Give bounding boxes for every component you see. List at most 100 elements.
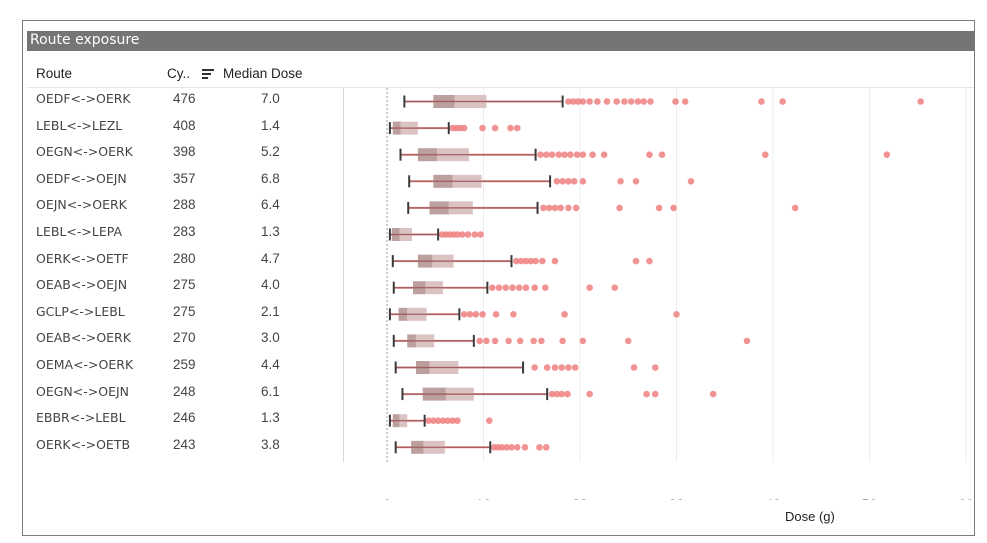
table-row[interactable]: OEGN<->OEJN 248 6.1	[23, 381, 343, 407]
outlier-point	[883, 151, 891, 158]
table-row[interactable]: OEAB<->OEJN 275 4.0	[23, 274, 343, 300]
median-cell: 6.4	[261, 197, 280, 213]
route-cell: OERK<->OETF	[36, 250, 129, 266]
outlier-point	[502, 284, 509, 291]
outlier-point	[538, 337, 545, 345]
table-row[interactable]: LEBL<->LEPA 283 1.3	[23, 221, 343, 247]
route-cell: OEDF<->OEJN	[36, 170, 127, 186]
route-cell: LEBL<->LEPA	[36, 224, 123, 239]
outlier-point	[658, 151, 666, 158]
cycles-cell: 270	[173, 330, 196, 346]
outlier-point	[530, 337, 537, 345]
outlier-point	[761, 151, 769, 158]
outlier-point	[479, 124, 486, 132]
outlier-point	[425, 417, 432, 425]
outlier-point	[471, 231, 479, 238]
median-cell: 4.4	[261, 357, 280, 372]
x-tick-label: 60	[958, 496, 972, 500]
route-cell: OEAB<->OEJN	[36, 277, 128, 293]
cycles-cell: 288	[173, 197, 196, 213]
outlier-point	[555, 151, 563, 158]
outlier-point	[513, 124, 521, 132]
outlier-point	[495, 284, 503, 291]
outlier-point	[507, 124, 514, 132]
outlier-point	[505, 337, 512, 345]
outlier-point	[509, 284, 516, 291]
outlier-point	[466, 311, 474, 318]
outlier-point	[571, 364, 579, 371]
outlier-point	[539, 257, 546, 265]
outlier-point	[548, 390, 556, 398]
outlier-point	[458, 231, 466, 238]
outlier-point	[542, 444, 550, 451]
outlier-point	[561, 311, 568, 318]
outlier-point	[553, 390, 561, 398]
median-dose-column-header[interactable]: Median Dose	[223, 66, 303, 81]
table-row[interactable]: OEDF<->OERK 476 7.0	[23, 88, 343, 114]
outlier-point	[454, 417, 461, 425]
table-row[interactable]: GCLP<->LEBL 275 2.1	[23, 301, 343, 327]
outlier-point	[537, 151, 544, 158]
table-row[interactable]: OEGN<->OERK 398 5.2	[23, 141, 343, 167]
outlier-point	[570, 178, 578, 185]
x-axis-label: Dose (g)	[785, 509, 835, 524]
outlier-point	[548, 151, 556, 158]
outlier-point	[624, 337, 632, 345]
outlier-point	[586, 390, 593, 398]
table-row[interactable]: OEJN<->OERK 288 6.4	[23, 194, 343, 220]
outlier-point	[655, 204, 663, 212]
sort-descending-icon[interactable]	[202, 69, 214, 79]
outlier-point	[536, 444, 543, 451]
table-row[interactable]: LEBL<->LEZL 408 1.4	[23, 115, 343, 141]
route-cell: LEBL<->LEZL	[36, 117, 123, 133]
outlier-point	[513, 257, 520, 265]
table-row[interactable]: OEMA<->OERK 259 4.4	[23, 354, 343, 380]
table-row[interactable]: EBBR<->LEBL 246 1.3	[23, 407, 343, 433]
outlier-point	[594, 98, 601, 105]
table-row[interactable]: OERK<->OETB 243 3.8	[23, 434, 343, 460]
outlier-point	[557, 204, 564, 212]
table-row[interactable]: OEDF<->OEJN 357 6.8	[23, 168, 343, 194]
outlier-point	[632, 257, 640, 265]
outlier-point	[627, 98, 635, 105]
cycles-cell: 246	[173, 410, 196, 426]
outlier-point	[460, 124, 468, 132]
outlier-point	[472, 311, 480, 318]
outlier-point	[743, 337, 751, 345]
outlier-point	[553, 178, 561, 185]
outlier-point	[670, 204, 677, 212]
outlier-point	[540, 204, 547, 212]
cycles-column-header[interactable]: Cy..	[167, 66, 190, 81]
table-row[interactable]: OERK<->OETF 280 4.7	[23, 248, 343, 274]
outlier-point	[503, 444, 510, 451]
outlier-point	[600, 151, 608, 158]
outlier-point	[589, 151, 596, 158]
outlier-point	[567, 151, 574, 158]
outlier-point	[551, 257, 559, 265]
outlier-point	[565, 98, 572, 105]
outlier-point	[516, 337, 524, 345]
outlier-point	[460, 311, 468, 318]
route-column-header[interactable]: Route	[36, 66, 73, 81]
outlier-point	[485, 417, 493, 425]
outlier-point	[430, 417, 437, 425]
outlier-point	[492, 311, 500, 318]
outlier-point	[632, 178, 640, 185]
outlier-point	[439, 417, 447, 425]
outlier-point	[779, 98, 786, 105]
cycles-cell: 259	[173, 357, 196, 372]
outlier-point	[621, 98, 628, 105]
outlier-point	[646, 151, 653, 158]
median-cell: 3.8	[261, 436, 280, 452]
outlier-point	[687, 178, 695, 185]
cycles-cell: 283	[173, 224, 196, 239]
x-tick-label: 40	[765, 496, 781, 500]
table-row[interactable]: OEAB<->OERK 270 3.0	[23, 327, 343, 353]
outlier-point	[531, 284, 538, 291]
outlier-point	[634, 98, 642, 105]
outlier-point	[527, 257, 535, 265]
route-cell: OERK<->OETB	[36, 436, 131, 452]
outlier-point	[508, 444, 515, 451]
outlier-point	[434, 417, 442, 425]
cycles-cell: 280	[173, 250, 196, 266]
